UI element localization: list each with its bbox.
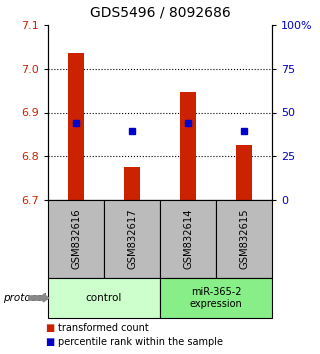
- Text: GSM832617: GSM832617: [127, 209, 137, 269]
- Bar: [180, 92, 196, 200]
- Text: GSM832615: GSM832615: [239, 209, 249, 269]
- Text: transformed count: transformed count: [58, 323, 149, 333]
- Text: GSM832614: GSM832614: [183, 209, 193, 269]
- Bar: [68, 53, 84, 200]
- Text: GDS5496 / 8092686: GDS5496 / 8092686: [90, 5, 230, 19]
- Text: percentile rank within the sample: percentile rank within the sample: [58, 337, 223, 347]
- Text: control: control: [86, 293, 122, 303]
- Text: ■: ■: [45, 323, 54, 333]
- Bar: [124, 167, 140, 200]
- Text: GSM832616: GSM832616: [71, 209, 81, 269]
- Text: miR-365-2
expression: miR-365-2 expression: [190, 287, 242, 309]
- Text: protocol: protocol: [3, 293, 45, 303]
- Bar: [236, 145, 252, 200]
- Text: ■: ■: [45, 337, 54, 347]
